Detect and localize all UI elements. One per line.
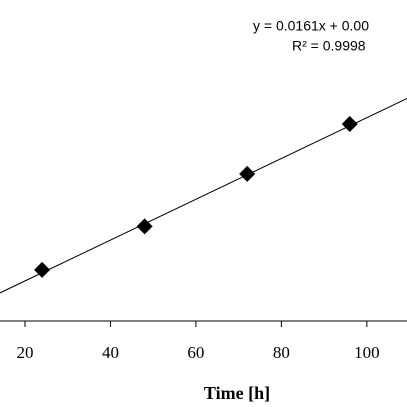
x-axis-label: Time [h] — [204, 383, 270, 403]
r-squared: R² = 0.9998 — [292, 38, 366, 54]
x-tick-label: 80 — [273, 343, 290, 362]
trendline — [0, 98, 407, 294]
x-tick-label: 40 — [102, 343, 119, 362]
marker — [341, 116, 358, 133]
marker — [239, 165, 256, 182]
equation: y = 0.0161x + 0.00 — [253, 18, 369, 34]
x-tick-label: 60 — [187, 343, 204, 362]
marker — [34, 261, 51, 278]
x-tick-label: 100 — [354, 343, 380, 362]
x-tick-label: 20 — [16, 343, 33, 362]
marker — [136, 218, 153, 235]
